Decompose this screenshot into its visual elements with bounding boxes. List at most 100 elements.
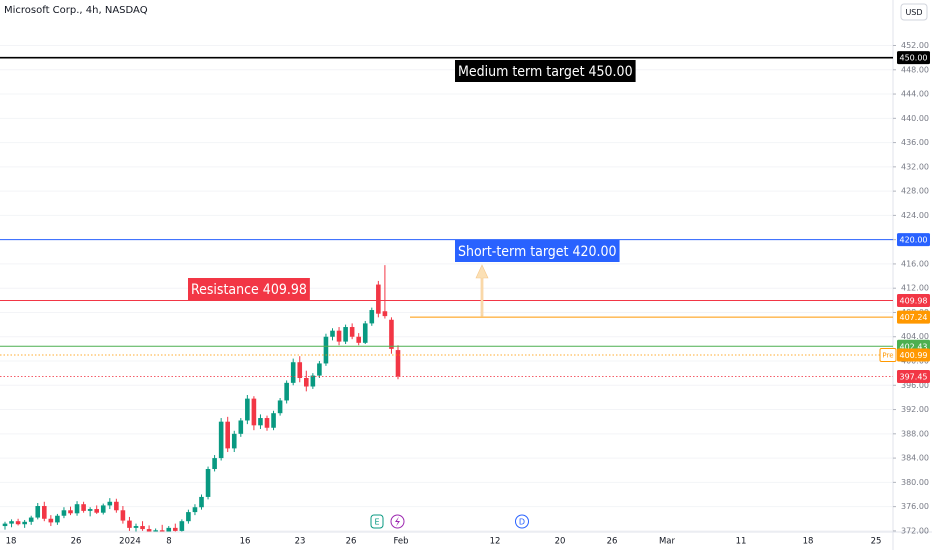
candle-body [133,526,139,528]
dividend-icon [515,514,529,529]
candle-body [382,311,388,317]
candle-body [159,530,165,532]
candle-body [15,521,21,525]
candle-body [179,521,185,531]
candle-body [74,504,80,514]
candle-body [389,319,394,349]
candle-body [284,382,289,401]
candle-body [395,350,401,377]
candle-body [48,518,54,523]
x-tick-label: 18 [6,537,17,547]
y-tick-label: 416.00 [901,259,929,268]
y-tick-label: 436.00 [901,138,929,147]
earnings-icon [370,514,384,529]
candle-body [238,420,244,434]
candle-body [304,378,309,387]
y-tick-label: 448.00 [901,65,929,74]
price-badge [897,348,930,362]
candle-body [186,512,191,522]
price-badge [897,310,930,324]
candle-body [336,330,342,342]
levels: 450.00 Medium term target 450.00 420.00 Sho… [0,51,930,383]
event-label: D [519,518,525,527]
price-badge-label: 407.24 [900,313,928,322]
candle-body [42,506,47,519]
candle-body [251,398,257,426]
candle-body [330,330,335,337]
candle-body [212,458,217,470]
candle-body [297,362,303,378]
x-tick-label: 20 [555,537,566,547]
currency: USD [905,8,922,17]
candle-body [87,509,93,511]
x-tick-label: 23 [295,537,306,547]
candle-body [146,529,152,532]
annotation: Resistance 409.98 [191,282,307,298]
x-tick-label: 11 [736,537,747,547]
candle-body [369,310,375,324]
currency-box [900,3,928,21]
x-tick-label: 2024 [119,537,141,547]
plot-area [2,265,401,532]
candle-body [153,530,158,532]
candle-body [28,517,34,522]
candle-body [290,362,296,383]
candle-body [362,323,368,343]
candle-body [114,501,119,511]
candle-body [310,375,316,387]
candle-body [94,509,99,513]
price-badge-label: 400.99 [900,351,928,360]
annotation-bg [188,278,310,300]
candle-body [100,505,106,513]
candle-body [218,421,224,459]
candle-body [81,504,86,511]
y-axis: 372.00 376.00 380.00 384.00 388.00 392.00 396.… [893,41,929,535]
chart-title: Microsoft Corp., 4h, NASDAQ [4,5,148,16]
price-badge [897,369,930,383]
price-badge-label: 450.00 [900,54,928,63]
candle-body [127,520,132,528]
candle-body [277,400,283,414]
y-tick-label: 452.00 [901,41,929,50]
x-tick-label: 26 [607,537,618,547]
x-tick-label: 25 [871,537,882,547]
candle-body [199,496,204,508]
candle-body [107,501,113,506]
price-badge-label: 420.00 [900,236,928,245]
prefix-label: Pre [882,352,893,360]
candle-body [245,398,250,421]
price-badge [897,51,930,65]
y-tick-label: 396.00 [901,381,929,390]
candle-body [140,526,145,530]
price-badge-label: 402.43 [900,342,928,351]
dividend-lightning [390,514,405,529]
candle-body [35,506,41,518]
annotation: Medium term target 450.00 [458,64,633,80]
x-tick-label: Mar [659,537,676,547]
candle-body [9,521,14,524]
event-label: E [374,518,379,527]
candle-body [376,284,381,314]
candle-body [166,527,172,532]
candle-body [120,510,126,521]
candle-body [192,507,198,513]
candle-body [205,469,211,497]
x-tick-label: 26 [346,537,357,547]
y-tick-label: 388.00 [901,429,929,438]
candle-body [61,510,67,516]
candle-body [356,336,361,343]
x-tick-label: 12 [490,537,501,547]
y-tick-label: 376.00 [901,502,929,511]
x-tick-label: 8 [166,537,171,547]
candle-body [55,515,60,523]
y-tick-label: 440.00 [901,114,929,123]
candle-body [264,418,270,428]
candle-body [22,521,27,525]
y-tick-label: 380.00 [901,478,929,487]
annotation: Short-term target 420.00 [458,244,617,260]
price-badge [897,293,930,307]
candle-body [68,510,73,514]
candle-body [2,523,8,527]
